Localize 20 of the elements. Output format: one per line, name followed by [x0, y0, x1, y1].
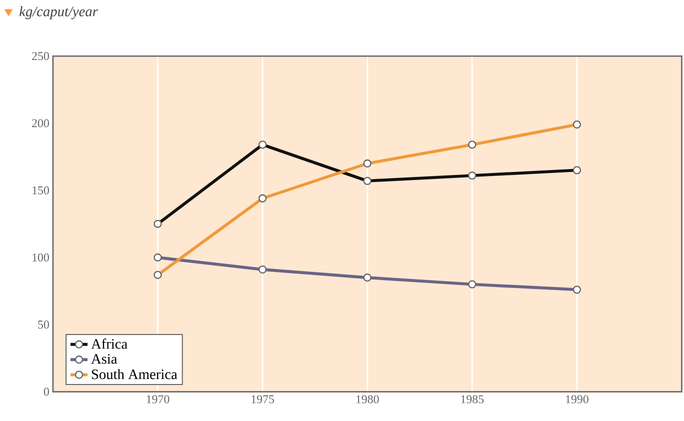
point — [572, 286, 582, 294]
legend-label: Africa — [91, 338, 128, 349]
legend-label: Asia — [91, 354, 118, 364]
legend-label: South America — [92, 369, 178, 380]
x-tick-label: 1985 — [461, 395, 484, 404]
y-tick-label: 50 — [38, 320, 49, 329]
y-tick-label: 100 — [32, 254, 49, 262]
x-tick-label: 1990 — [566, 395, 588, 404]
x-tick-label: 1975 — [252, 395, 274, 404]
x-tick-label: 1980 — [356, 395, 379, 404]
point — [154, 254, 162, 262]
y-tick-label: 200 — [32, 119, 49, 128]
y-tick-label: 250 — [32, 52, 49, 60]
x-tick-label: 1970 — [146, 395, 170, 404]
chart-title: kg/caput/year — [20, 6, 98, 20]
y-tick-label: 0 — [44, 388, 49, 396]
point — [363, 274, 372, 282]
point — [468, 280, 476, 289]
y-tick-label: 150 — [32, 186, 49, 195]
point — [258, 266, 267, 274]
